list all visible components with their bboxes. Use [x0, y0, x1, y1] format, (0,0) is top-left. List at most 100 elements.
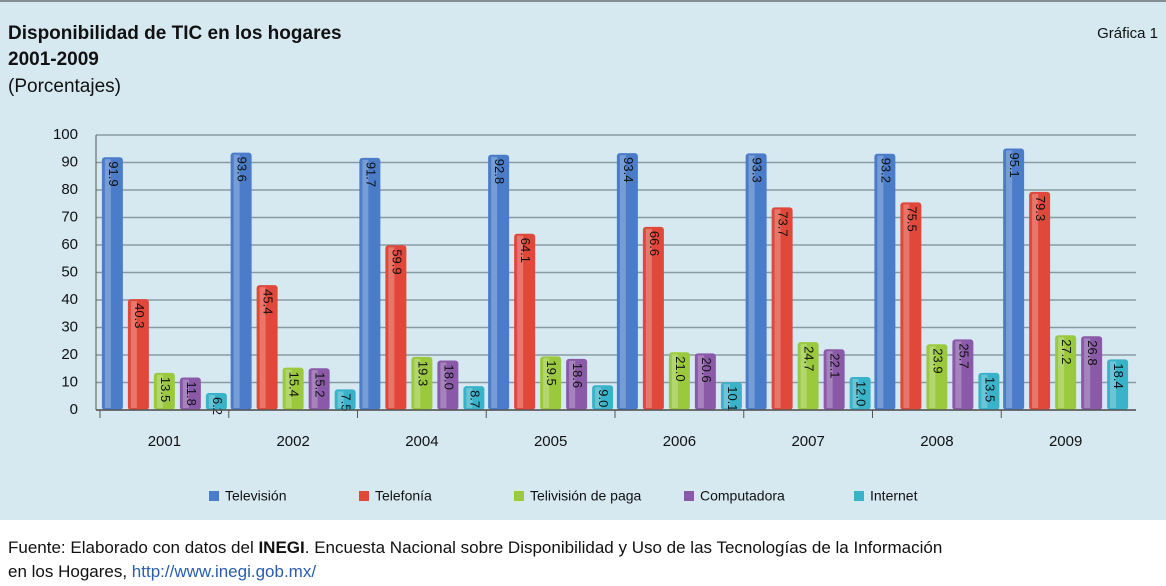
value-label: 24.7 — [802, 346, 817, 371]
bar-highlight — [259, 287, 266, 408]
bar-highlight — [491, 156, 498, 408]
value-label: 59.9 — [389, 249, 404, 274]
bar — [592, 385, 614, 410]
bar-highlight — [156, 374, 163, 408]
bar — [463, 386, 485, 410]
bar — [566, 358, 588, 410]
bar-highlight — [877, 155, 884, 408]
source-text: Fuente: Elaborado con datos del — [8, 538, 259, 557]
bar-highlight — [903, 204, 910, 408]
y-tick-label: 80 — [61, 181, 78, 198]
x-tick-label: 2005 — [534, 433, 567, 450]
source-link[interactable]: http://www.inegi.gob.mx/ — [131, 562, 317, 581]
value-label: 22.1 — [828, 353, 843, 378]
bar-highlight — [826, 351, 833, 408]
legend-swatch — [514, 491, 524, 501]
value-label: 75.5 — [904, 206, 919, 231]
value-label: 45.4 — [261, 289, 276, 314]
bar-highlight — [517, 235, 524, 408]
value-label: 20.6 — [699, 357, 714, 382]
bar-highlight — [595, 387, 602, 408]
bar — [385, 245, 407, 410]
chart-title: Disponibilidad de TIC en los hogares — [8, 23, 342, 44]
bar-highlight — [388, 247, 395, 408]
value-label: 93.2 — [878, 158, 893, 183]
bar-highlight — [543, 358, 550, 408]
bar — [978, 372, 1000, 410]
bar — [1081, 336, 1103, 410]
legend-label: Telivisión de paga — [530, 488, 642, 504]
value-label: 19.3 — [415, 361, 430, 386]
value-label: 26.8 — [1085, 340, 1100, 365]
value-label: 7.5 — [339, 393, 354, 411]
legend-label: Telefonía — [375, 488, 432, 504]
legend-swatch — [854, 491, 864, 501]
bar — [488, 154, 510, 410]
bar — [308, 368, 330, 410]
bar — [540, 356, 562, 410]
legend-swatch — [359, 491, 369, 501]
x-tick-label: 2008 — [920, 433, 953, 450]
value-label: 18.0 — [441, 365, 456, 390]
bar-highlight — [285, 369, 292, 408]
bar — [1029, 191, 1051, 410]
bar — [230, 152, 252, 410]
value-label: 40.3 — [132, 303, 147, 328]
bar — [101, 157, 123, 410]
bar-highlight — [1110, 361, 1117, 408]
value-label: 91.7 — [363, 162, 378, 187]
y-tick-label: 20 — [61, 346, 78, 363]
bar-highlight — [208, 394, 215, 408]
bar-highlight — [1084, 338, 1091, 408]
chart-background — [0, 0, 1166, 520]
annotation: Gráfica 1 — [1097, 25, 1158, 42]
bar — [153, 372, 175, 410]
bar-highlight — [800, 344, 807, 408]
value-label: 91.9 — [106, 161, 121, 186]
value-label: 15.4 — [287, 372, 302, 397]
chart-subtitle: 2001-2009 — [8, 49, 99, 70]
bar-highlight — [645, 228, 652, 408]
value-label: 92.8 — [492, 159, 507, 184]
value-label: 79.3 — [1033, 196, 1048, 221]
bar-highlight — [619, 155, 626, 408]
x-tick-label: 2002 — [276, 433, 309, 450]
y-tick-label: 60 — [61, 236, 78, 253]
y-tick-label: 50 — [61, 263, 78, 280]
bar-highlight — [929, 346, 936, 408]
value-label: 66.6 — [647, 231, 662, 256]
bar-highlight — [311, 370, 318, 408]
source: Fuente: Elaborado con datos del INEGI. E… — [8, 536, 942, 584]
value-label: 21.0 — [673, 356, 688, 381]
unit-label: (Porcentajes) — [8, 76, 121, 97]
bar-highlight — [852, 379, 859, 408]
bar — [668, 352, 690, 410]
bar-highlight — [981, 374, 988, 408]
bar — [127, 299, 149, 410]
bar — [720, 382, 742, 410]
y-tick-label: 0 — [70, 401, 78, 418]
y-tick-label: 100 — [53, 126, 78, 143]
value-label: 73.7 — [776, 211, 791, 236]
value-label: 19.5 — [544, 360, 559, 385]
bar-highlight — [1058, 337, 1065, 408]
bar — [616, 153, 638, 410]
bar — [926, 344, 948, 410]
bar — [642, 226, 664, 410]
value-label: 23.9 — [930, 348, 945, 373]
bar — [745, 153, 767, 411]
x-tick-label: 2001 — [148, 433, 181, 450]
source-text: . Encuesta Nacional sobre Disponibilidad… — [304, 538, 943, 557]
value-label: 6.2 — [210, 397, 225, 415]
bar-highlight — [671, 354, 678, 408]
value-label: 25.7 — [956, 343, 971, 368]
y-tick-label: 90 — [61, 153, 78, 170]
bar-highlight — [414, 358, 421, 408]
value-label: 93.6 — [235, 157, 250, 182]
x-tick-label: 2004 — [405, 433, 438, 450]
value-label: 18.4 — [1111, 363, 1126, 388]
bar — [1003, 148, 1025, 410]
bar-highlight — [362, 159, 369, 408]
bar — [900, 202, 922, 410]
value-label: 93.4 — [621, 157, 636, 182]
